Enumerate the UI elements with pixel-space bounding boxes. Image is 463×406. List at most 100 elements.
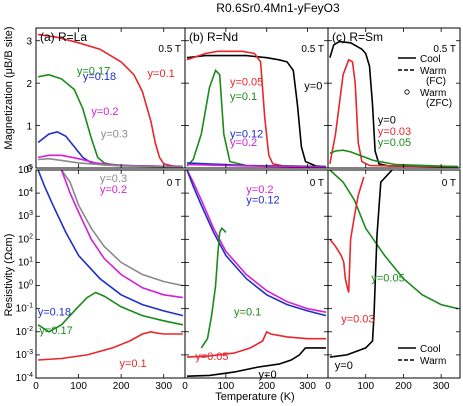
legend-label: (FC) [426, 76, 446, 87]
series-line-y-0-05 [186, 330, 326, 358]
curve-label: y=0.17 [39, 325, 72, 337]
field-label: 0 T [442, 178, 456, 189]
series-line-y-0-03 [329, 58, 459, 168]
x-tick-label: 0 [33, 381, 39, 392]
x-tick-label: 300 [299, 381, 316, 392]
curve-label: y=0.2 [91, 106, 118, 118]
panel-a-resistivity: 0 100 200 300 10-4 10-3 10-2 10-1 100 101 102 103 10… [16, 164, 186, 392]
x-tick-label: 200 [395, 381, 412, 392]
legend-label: Warm [420, 356, 446, 367]
curve-label: y=0.17 [77, 66, 110, 78]
curve-label: y=0.05 [371, 272, 404, 284]
series-line-y-0-1 [186, 68, 327, 168]
series-line-y-0-03 [329, 176, 365, 293]
curve-label: y=0.12 [230, 128, 263, 140]
legend-label: Warm [420, 66, 446, 77]
curve-label: y=0 [304, 81, 322, 93]
legend-label: (ZFC) [426, 98, 452, 109]
y-tick-label: 10-4 [16, 372, 33, 384]
curve-label: y=0.2 [246, 184, 273, 196]
series-line-y-0-1 [37, 33, 183, 168]
series-line-y-0 [186, 347, 326, 377]
y-tick-label: 3 [26, 37, 32, 48]
curve-label: y=0 [335, 360, 353, 372]
series-line-y-0-05 [186, 50, 327, 168]
curve-label: y=0 [259, 369, 277, 381]
y-tick-label: 2 [26, 79, 32, 90]
curve-label: y=0.2 [230, 137, 257, 149]
curve-label: y=0.05 [195, 351, 228, 363]
x-tick-label: 0 [182, 381, 188, 392]
panel-title: (b) R=Nd [189, 30, 238, 44]
y-tick-label: 0 [26, 164, 32, 175]
x-tick-label: 200 [258, 381, 275, 392]
series-line-y-0-05 [329, 170, 459, 310]
series-line-y-0-17 [37, 291, 184, 333]
series-line-y-0-3 [60, 170, 184, 287]
panel-title: (c) R=Sm [332, 30, 383, 44]
curve-label: y=0.05 [378, 137, 411, 149]
panel-title: (a) R=La [40, 30, 87, 44]
x-axis-label: Temperature (K) [215, 391, 294, 403]
y-tick-label: 104 [18, 187, 33, 199]
field-label: 0.5 T [158, 44, 181, 55]
y-tick-label: 102 [18, 233, 33, 245]
y-tick-label: 10-1 [16, 303, 33, 315]
y-tick-label: 10-2 [16, 326, 33, 338]
y-tick-label: 103 [18, 210, 33, 222]
curve-label: y=0.12 [246, 195, 279, 207]
field-label: 0.5 T [433, 44, 456, 55]
plot-frame [35, 169, 186, 379]
panel-a-magnetization: 0 1 2 3 (a) R=La 0.5 T y=0.1 y=0.17y=0.18 y=0.2 y… [26, 27, 186, 175]
curve-label: y=0.1 [119, 358, 146, 370]
field-label: 0 T [167, 178, 181, 189]
series-line-y-0-17 [37, 73, 183, 168]
plot-frame [327, 169, 461, 379]
y-tick-label: 101 [18, 256, 33, 268]
panel-b-magnetization: (b) R=Nd 0.5 T y=0 y=0.05 y=0.1 y=0.12y=0.2 [184, 27, 329, 169]
series-line-y-0-2 [186, 163, 327, 168]
curve-label: y=0.3 [100, 173, 127, 185]
curve-label: y=0.18 [38, 307, 71, 319]
curve-label: y=0 [378, 114, 396, 126]
x-tick-label: 100 [357, 381, 374, 392]
panel-b-resistivity: 0 100 200 300 0 T y=0.2y=0.12 y=0.1 y=0.05 y=0 [182, 169, 329, 392]
x-tick-label: 300 [155, 381, 172, 392]
series-line-y-0 [329, 40, 459, 168]
y-axis-label-magnetization: Magnetization (μB/B site) [3, 26, 15, 149]
series-line-y-0-1 [200, 227, 227, 349]
series-line-y-0 [329, 170, 393, 358]
curve-label: y=0.05 [230, 76, 263, 88]
series-line-y-0-2 [186, 170, 327, 313]
x-tick-label: 100 [70, 381, 87, 392]
panel-c-magnetization: (c) R=Sm0.5 Ty=0y=0.03y=0.05CoolWarm(FC)… [327, 27, 461, 169]
field-label: 0.5 T [301, 44, 324, 55]
x-tick-label: 0 [325, 381, 331, 392]
x-tick-label: 300 [433, 381, 450, 392]
series-line-y-0 [186, 54, 327, 168]
curve-label: y=0.3 [101, 128, 128, 140]
y-tick-label: 10-3 [16, 349, 33, 361]
x-tick-label: 100 [218, 381, 235, 392]
plot-frame [327, 27, 461, 169]
curve-label: y=0.2 [100, 184, 127, 196]
legend-swatch-warm-zfc [404, 89, 410, 95]
series-line-y-0-12 [186, 170, 327, 317]
series-line-y-0-1 [38, 330, 183, 361]
legend-label: Cool [420, 344, 441, 355]
curve-label: y=0.18 [83, 71, 116, 83]
curve-label: y=0.1 [148, 68, 175, 80]
curve-label: y=0.1 [234, 307, 261, 319]
curve-label: y=0.03 [341, 314, 374, 326]
curve-label: y=0.1 [230, 91, 257, 103]
legend-label: Cool [420, 54, 441, 65]
series-line-y-0-2 [60, 170, 184, 299]
field-label: 0 T [310, 178, 324, 189]
y-tick-label: 100 [18, 280, 33, 292]
series-line-y-0-18 [37, 170, 184, 317]
x-tick-label: 200 [113, 381, 130, 392]
series-line-y-0-05 [329, 149, 459, 168]
legend-label: Warm [420, 88, 446, 99]
